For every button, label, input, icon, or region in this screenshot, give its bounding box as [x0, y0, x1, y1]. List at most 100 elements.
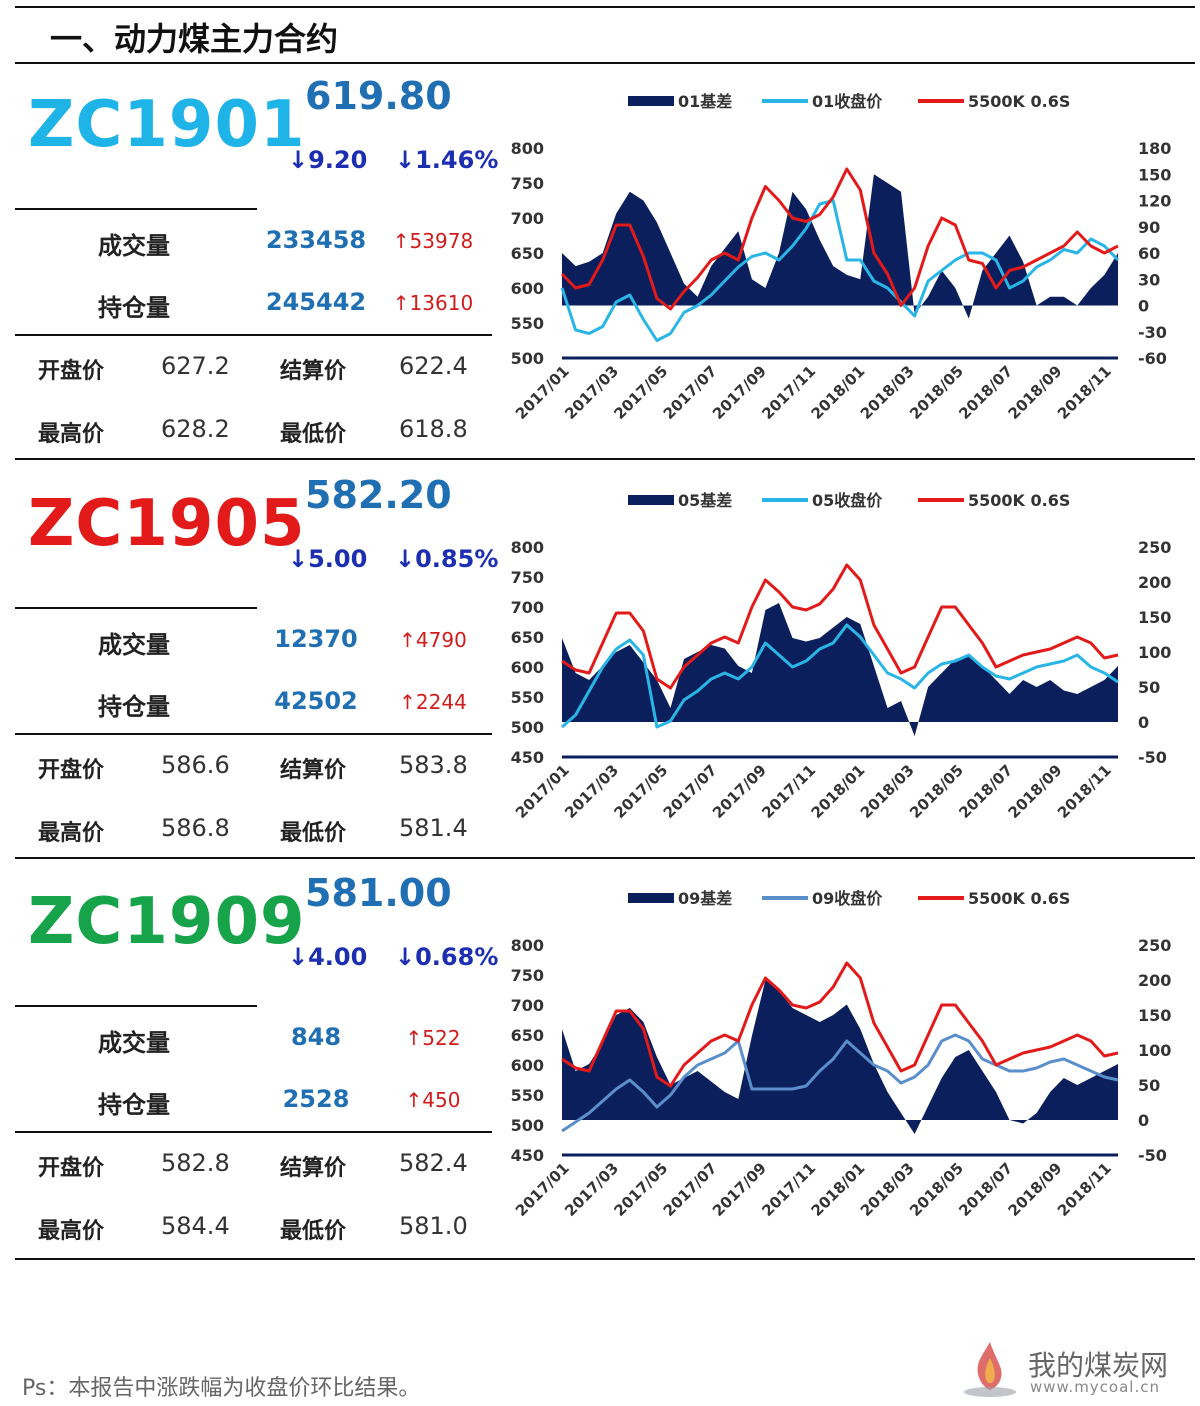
contract-block: ZC1909 581.00 ↓4.00 ↓0.68% 成交量 848 ↑522 持仓量 2528… [0, 863, 1200, 1263]
y-left-tick-label: 450 [511, 748, 544, 767]
y-right-tick-label: 200 [1138, 971, 1171, 990]
contract-code: ZC1901 [28, 88, 306, 162]
contract-block: ZC1901 619.80 ↓9.20 ↓1.46% 成交量 233458 ↑53978 持仓… [0, 66, 1200, 466]
y-left-tick-label: 650 [511, 244, 544, 263]
settle-label: 结算价 [280, 359, 347, 384]
y-right-tick-label: 150 [1138, 1006, 1171, 1025]
open-value: 627.2 [161, 352, 230, 380]
y-right-tick-label: 250 [1138, 538, 1171, 557]
price-change: ↓9.20 [288, 146, 368, 174]
basis-area [562, 603, 1118, 736]
legend-label: 09基差 [678, 889, 732, 908]
y-right-tick-label: 30 [1138, 270, 1160, 289]
legend-label: 5500K 0.6S [968, 491, 1070, 510]
y-left-tick-label: 600 [511, 279, 544, 298]
contract-code: ZC1909 [28, 885, 306, 959]
y-right-tick-label: 120 [1138, 192, 1171, 211]
open-label: 开盘价 [38, 1156, 105, 1181]
legend-swatch [628, 96, 674, 106]
spot-price-line [561, 961, 1119, 1088]
volume-value: 12370 [274, 625, 358, 653]
y-left-tick-label: 500 [511, 349, 544, 368]
high-label: 最高价 [38, 821, 105, 846]
y-right-tick-label: 180 [1138, 139, 1171, 158]
blocks-bottom-rule [15, 1258, 1195, 1260]
open-interest-label: 持仓量 [98, 693, 170, 721]
open-value: 582.8 [161, 1149, 230, 1177]
price-change: ↓4.00 [288, 943, 368, 971]
open-interest-value: 245442 [265, 288, 367, 316]
y-right-tick-label: 0 [1138, 1111, 1149, 1130]
open-interest-delta: ↑13610 [392, 291, 474, 315]
settle-label: 结算价 [280, 758, 347, 783]
chart-svg: 05基差 05收盘价 5500K 0.6S800750700650600550500… [511, 491, 1172, 822]
y-right-tick-label: 0 [1138, 713, 1149, 732]
legend-label: 05基差 [678, 491, 732, 510]
settle-value: 583.8 [399, 751, 468, 779]
volume-label: 成交量 [98, 1029, 170, 1057]
y-right-tick-label: 0 [1138, 297, 1149, 316]
y-left-tick-label: 750 [511, 174, 544, 193]
volume-delta: ↑53978 [392, 229, 474, 253]
high-label: 最高价 [38, 1219, 105, 1244]
open-interest-delta: ↑450 [405, 1088, 461, 1112]
page-title: 一、动力煤主力合约 [50, 20, 339, 58]
y-left-tick-label: 800 [511, 538, 544, 557]
volume-label: 成交量 [98, 631, 170, 659]
chart-svg: 01基差 01收盘价 5500K 0.6S800750700650600550500… [511, 92, 1172, 423]
legend-swatch [628, 495, 674, 505]
open-interest-delta: ↑2244 [399, 690, 467, 714]
low-value: 581.0 [399, 1212, 468, 1240]
low-value: 581.4 [399, 814, 468, 842]
y-left-tick-label: 700 [511, 209, 544, 228]
last-price: 581.00 [305, 871, 452, 915]
y-left-tick-label: 550 [511, 688, 544, 707]
y-right-tick-label: -30 [1138, 323, 1167, 342]
low-label: 最低价 [280, 821, 347, 846]
low-value: 618.8 [399, 415, 468, 443]
y-right-tick-label: 100 [1138, 643, 1171, 662]
open-interest-label: 持仓量 [98, 294, 170, 322]
settle-value: 622.4 [399, 352, 468, 380]
close-price-line [561, 623, 1119, 729]
basis-chart: 01基差 01收盘价 5500K 0.6S 800 750 700 650 600 550 500… [500, 66, 1200, 466]
y-left-tick-label: 450 [511, 1146, 544, 1165]
divider [15, 607, 257, 609]
last-price: 619.80 [305, 74, 452, 118]
legend-swatch [628, 893, 674, 903]
x-tick-label: 2018/11 [1054, 1159, 1115, 1220]
last-price: 582.20 [305, 473, 452, 517]
high-value: 628.2 [161, 415, 230, 443]
high-label: 最高价 [38, 422, 105, 447]
y-left-tick-label: 500 [511, 1116, 544, 1135]
legend-label: 05收盘价 [812, 491, 883, 510]
logo-url: www.mycoal.cn [1030, 1378, 1160, 1396]
open-label: 开盘价 [38, 359, 105, 384]
y-left-tick-label: 550 [511, 1086, 544, 1105]
y-left-tick-label: 700 [511, 598, 544, 617]
settle-label: 结算价 [280, 1156, 347, 1181]
y-left-tick-label: 600 [511, 658, 544, 677]
basis-chart: 05基差 05收盘价 5500K 0.6S 800 750 700 650 600 550 500… [500, 465, 1200, 865]
y-right-tick-label: 50 [1138, 1076, 1160, 1095]
settle-value: 582.4 [399, 1149, 468, 1177]
legend-label: 09收盘价 [812, 889, 883, 908]
close-price-line [561, 1033, 1119, 1133]
logo-name: 我的煤炭网 [1028, 1349, 1169, 1382]
y-left-tick-label: 800 [511, 936, 544, 955]
y-right-tick-label: -50 [1138, 748, 1167, 767]
y-left-tick-label: 650 [511, 628, 544, 647]
open-value: 586.6 [161, 751, 230, 779]
y-right-tick-label: 100 [1138, 1041, 1171, 1060]
spot-price-line [561, 563, 1119, 690]
basis-area [562, 980, 1118, 1134]
y-right-tick-label: -60 [1138, 349, 1167, 368]
open-interest-value: 2528 [282, 1085, 350, 1113]
divider [15, 334, 492, 336]
y-left-tick-label: 600 [511, 1056, 544, 1075]
spot-price-line [560, 167, 1119, 311]
y-right-tick-label: 200 [1138, 573, 1171, 592]
y-left-tick-label: 750 [511, 966, 544, 985]
close-price-line [560, 199, 1120, 342]
y-left-tick-label: 750 [511, 568, 544, 587]
